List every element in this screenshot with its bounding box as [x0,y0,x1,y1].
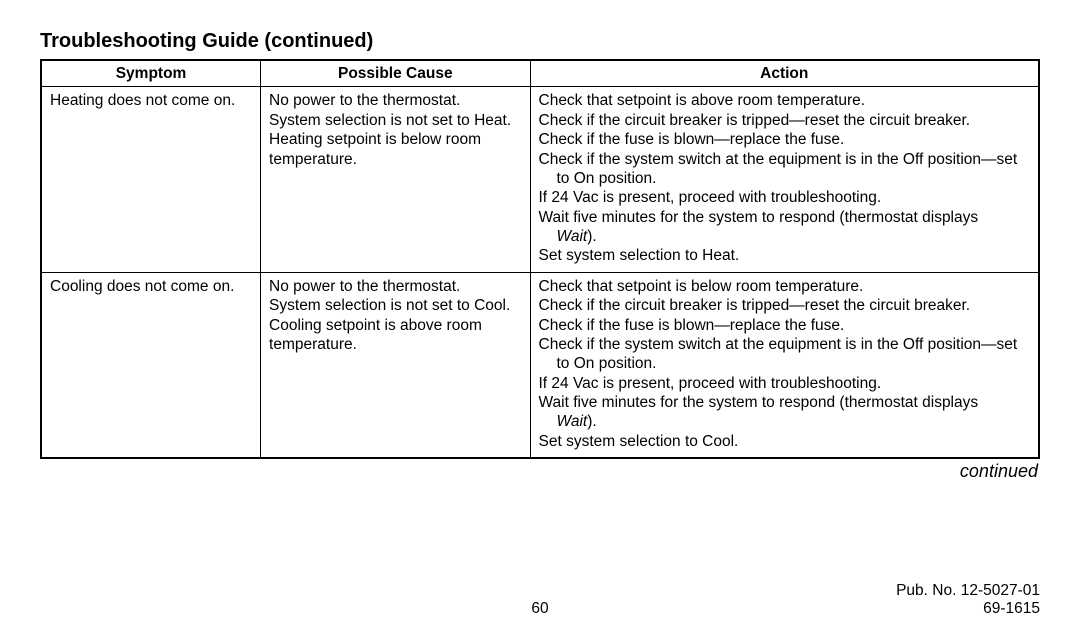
table-header-row: Symptom Possible Cause Action [41,60,1039,87]
header-symptom: Symptom [41,60,261,87]
header-cause: Possible Cause [261,60,530,87]
footer-page-number: 60 [531,600,548,618]
header-action: Action [530,60,1039,87]
page-title: Troubleshooting Guide (continued) [40,30,1040,53]
page-footer: Pub. No. 12-5027-01 60 69-1615 [40,582,1040,620]
continued-label: continued [40,461,1040,482]
cell-action: Check that setpoint is below room temper… [530,272,1039,458]
table-row: Cooling does not come on.No power to the… [41,272,1039,458]
cell-action: Check that setpoint is above room temper… [530,87,1039,272]
cell-cause: No power to the thermostat.System select… [261,272,530,458]
troubleshooting-table: Symptom Possible Cause Action Heating do… [40,59,1040,459]
footer-pub-number: Pub. No. 12-5027-01 [40,582,1040,600]
footer-doc-number: 69-1615 [983,600,1040,618]
cell-symptom: Cooling does not come on. [41,272,261,458]
cell-cause: No power to the thermostat.System select… [261,87,530,272]
cell-symptom: Heating does not come on. [41,87,261,272]
table-row: Heating does not come on.No power to the… [41,87,1039,272]
document-page: Troubleshooting Guide (continued) Sympto… [0,0,1080,640]
